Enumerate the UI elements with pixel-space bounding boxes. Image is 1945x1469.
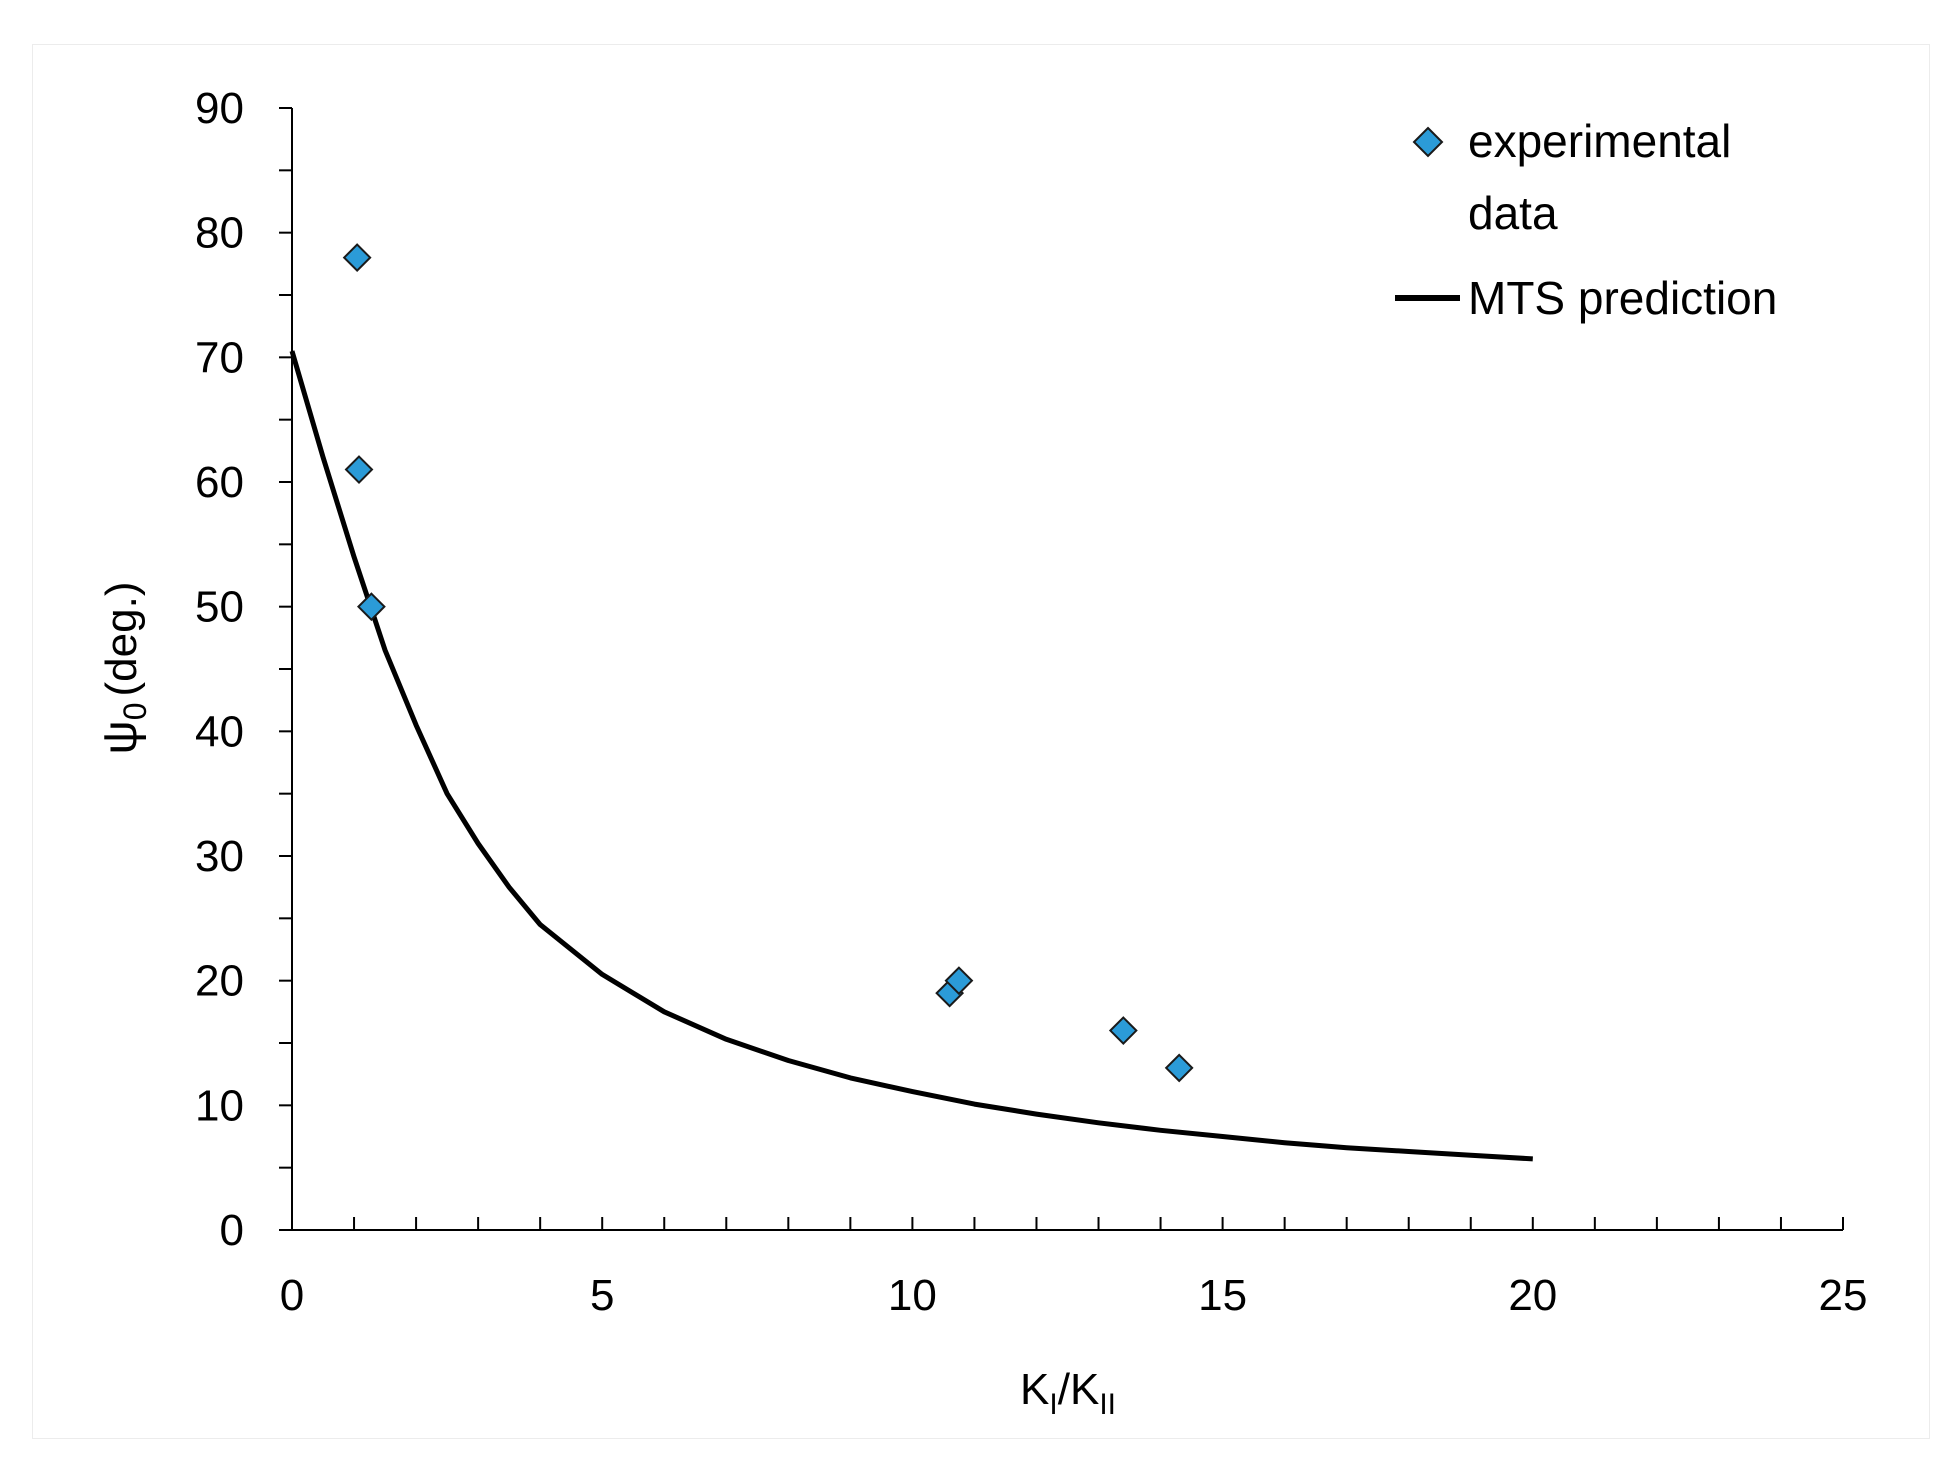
axes: 0 10 20 30 40 50 60 70 80 90 0 5 10 15 20 25 [195,84,1867,1320]
data-point-diamond [944,966,974,996]
y-tick-label: 10 [195,1081,244,1130]
y-tick-label: 50 [195,583,244,632]
y-tick-label: 60 [195,458,244,507]
y-axis-title: ψ0(deg.) [94,582,153,755]
y-tick-label: 30 [195,832,244,881]
data-point-diamond [342,243,372,273]
chart-frame [32,44,1930,1439]
x-tick-label: 25 [1819,1271,1868,1320]
legend-label-experimental-line2: data [1468,187,1558,239]
x-tick-label: 15 [1198,1271,1247,1320]
data-point-diamond [356,592,386,622]
legend-label-experimental-line1: experimental [1468,115,1731,167]
legend: experimental data MTS prediction [1395,115,1777,324]
legend-label-mts: MTS prediction [1468,272,1777,324]
mts-prediction-curve [289,350,1533,1162]
x-tick-label: 20 [1508,1271,1557,1320]
x-tick-label: 0 [280,1271,304,1320]
data-point-diamond [1164,1053,1194,1083]
x-axis-title: KI/KII [1020,1365,1116,1421]
y-tick-label: 20 [195,957,244,1006]
x-tick-label: 10 [888,1271,937,1320]
y-tick-label: 80 [195,209,244,258]
data-point-diamond [1108,1016,1138,1045]
y-tick-label: 0 [220,1206,244,1255]
legend-diamond-marker [1412,126,1444,158]
plot-area [289,243,1533,1162]
y-tick-label: 70 [195,333,244,382]
y-tick-label: 40 [195,707,244,756]
data-point-diamond [344,455,374,484]
y-tick-label: 90 [195,84,244,133]
x-tick-label: 5 [590,1271,614,1320]
